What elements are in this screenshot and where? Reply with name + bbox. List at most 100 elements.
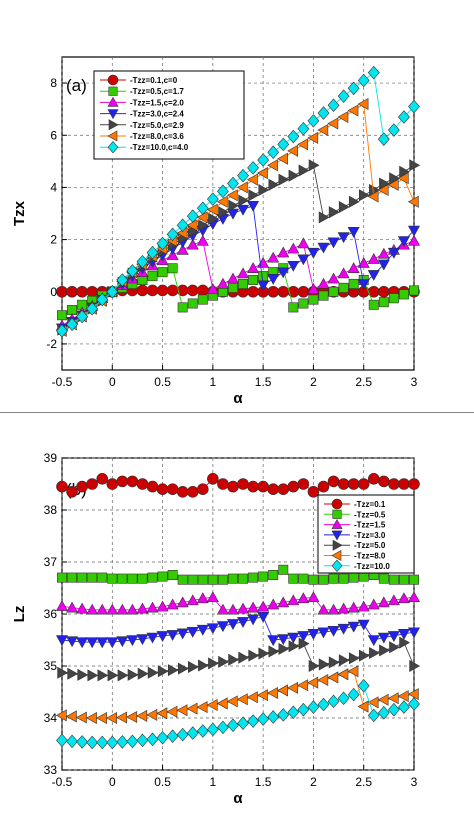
data-point xyxy=(327,603,340,615)
data-point xyxy=(277,708,290,722)
data-point xyxy=(268,570,279,580)
data-point xyxy=(278,564,289,575)
data-point xyxy=(398,574,409,585)
data-point xyxy=(246,691,258,704)
data-point xyxy=(196,201,209,216)
data-point xyxy=(307,131,319,144)
data-point xyxy=(337,668,349,681)
data-point xyxy=(397,629,410,640)
data-point xyxy=(257,689,268,702)
data-point xyxy=(247,200,260,212)
data-point xyxy=(318,290,329,301)
data-point xyxy=(236,693,248,706)
data-point xyxy=(348,572,359,583)
data-point xyxy=(369,184,380,197)
data-point xyxy=(76,735,89,749)
data-point xyxy=(197,284,209,297)
data-point xyxy=(378,475,390,488)
data-point xyxy=(307,676,319,689)
data-point xyxy=(117,669,129,682)
data-point xyxy=(247,480,259,493)
series-2 xyxy=(57,564,419,585)
data-point xyxy=(367,696,379,709)
data-point xyxy=(288,640,300,653)
data-point xyxy=(338,200,350,213)
data-point xyxy=(308,159,320,172)
data-point xyxy=(137,667,149,680)
data-point xyxy=(327,625,340,637)
data-point xyxy=(156,730,169,745)
data-point xyxy=(347,621,360,633)
data-point xyxy=(237,617,250,628)
data-point xyxy=(277,285,290,298)
data-point xyxy=(278,173,290,186)
data-point xyxy=(347,478,360,490)
legend-label: -Tzz=5.0,c=2.9 xyxy=(130,121,184,130)
data-point xyxy=(197,574,208,585)
data-point xyxy=(338,573,349,584)
data-point xyxy=(157,267,168,278)
data-point xyxy=(409,159,421,172)
data-point xyxy=(197,483,209,495)
data-point xyxy=(298,164,310,177)
data-point xyxy=(409,659,421,673)
data-point xyxy=(317,674,329,687)
data-point xyxy=(196,701,208,714)
data-point xyxy=(337,602,350,614)
data-point xyxy=(367,473,380,485)
data-point xyxy=(387,692,399,705)
data-point xyxy=(56,324,68,338)
data-point xyxy=(186,219,198,232)
data-point xyxy=(186,594,199,606)
data-point xyxy=(357,73,370,88)
legend-marker xyxy=(332,509,342,519)
data-point xyxy=(328,206,340,219)
data-point xyxy=(277,152,288,165)
y-axis-label: Lz xyxy=(11,606,28,623)
data-point xyxy=(338,654,350,667)
data-point xyxy=(357,256,370,268)
data-point xyxy=(328,286,339,297)
data-point xyxy=(408,697,420,711)
data-point xyxy=(377,693,389,706)
data-point xyxy=(347,104,359,117)
data-point xyxy=(97,669,109,682)
data-point xyxy=(66,317,78,332)
data-point xyxy=(297,237,310,249)
y-tick-label: 4 xyxy=(50,180,57,194)
data-point xyxy=(206,722,219,737)
data-point xyxy=(378,573,389,584)
legend-label: -Tzz=0.5,c=1.7 xyxy=(130,87,184,96)
data-point xyxy=(208,212,219,225)
data-point xyxy=(267,145,280,159)
data-point xyxy=(86,637,99,649)
data-point xyxy=(218,655,230,668)
y-tick-label: 38 xyxy=(44,503,58,517)
data-point xyxy=(116,603,129,615)
data-point xyxy=(56,480,68,493)
legend: -Tzz=0.1-Tzz=0.5 -Tzz=1.5-Tzz=3.0-Tzz=5.0… xyxy=(317,494,415,574)
y-tick-label: 39 xyxy=(44,451,58,465)
data-point xyxy=(228,199,240,212)
data-point xyxy=(57,572,67,583)
data-point xyxy=(66,285,78,298)
data-point xyxy=(317,627,330,639)
data-point xyxy=(277,684,288,697)
x-axis-label: α xyxy=(233,390,243,407)
data-point xyxy=(318,211,330,224)
data-point xyxy=(106,478,119,490)
data-point xyxy=(156,236,169,251)
data-point xyxy=(166,227,179,242)
data-point xyxy=(337,691,350,706)
data-point xyxy=(146,245,159,260)
data-point xyxy=(378,285,390,298)
data-point xyxy=(146,632,159,644)
data-point xyxy=(146,601,159,613)
data-point xyxy=(277,483,290,495)
data-point xyxy=(187,574,198,585)
data-point xyxy=(237,267,250,279)
data-point xyxy=(186,486,199,498)
data-point xyxy=(226,272,239,284)
data-point xyxy=(387,594,400,606)
data-point xyxy=(207,473,219,485)
